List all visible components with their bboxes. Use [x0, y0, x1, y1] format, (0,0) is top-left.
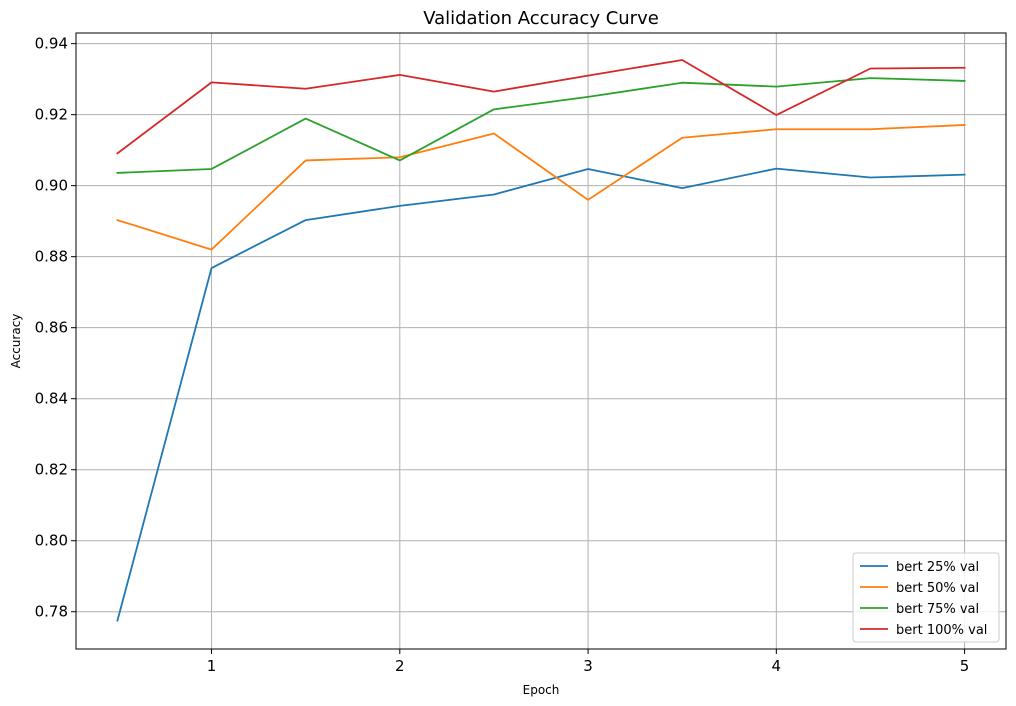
x-tick-label: 4 — [772, 657, 782, 675]
plot-frame — [75, 32, 1007, 650]
series-layer — [116, 59, 966, 622]
x-tick-label: 2 — [395, 657, 405, 675]
y-tick-label: 0.78 — [35, 603, 68, 621]
y-tick-label: 0.84 — [35, 390, 68, 408]
y-tick-label: 0.86 — [35, 319, 68, 337]
legend-label: bert 50% val — [896, 581, 979, 596]
x-tick-label: 5 — [960, 657, 970, 675]
y-tick-label: 0.94 — [35, 35, 68, 53]
legend-label: bert 100% val — [896, 623, 987, 638]
grid — [76, 33, 1006, 649]
x-tick-label: 1 — [207, 657, 217, 675]
series-line-2 — [116, 124, 966, 251]
legend-label: bert 75% val — [896, 602, 979, 617]
chart-title: Validation Accuracy Curve — [423, 8, 659, 29]
y-tick-label: 0.80 — [35, 532, 68, 550]
y-tick-label: 0.82 — [35, 461, 68, 479]
legend-box — [852, 552, 1000, 643]
series-line-1 — [116, 167, 966, 622]
legend: bert 25% val bert 50% val bert 75% val bert… — [852, 552, 1000, 643]
x-axis-label: Epoch — [523, 683, 560, 697]
legend-label: bert 25% val — [896, 560, 979, 575]
series-line-4 — [116, 59, 966, 155]
y-tick-label: 0.88 — [35, 248, 68, 266]
series-line-3 — [116, 77, 966, 174]
x-tick-label: 3 — [583, 657, 593, 675]
y-tick-label: 0.90 — [35, 177, 68, 195]
y-tick-label: 0.92 — [35, 106, 68, 124]
y-axis: 0.78 0.80 0.82 0.84 0.86 0.88 0.90 0.92 0.94 — [35, 35, 76, 621]
y-axis-label: Accuracy — [9, 314, 23, 369]
x-axis: 1 2 3 4 5 — [207, 649, 970, 675]
